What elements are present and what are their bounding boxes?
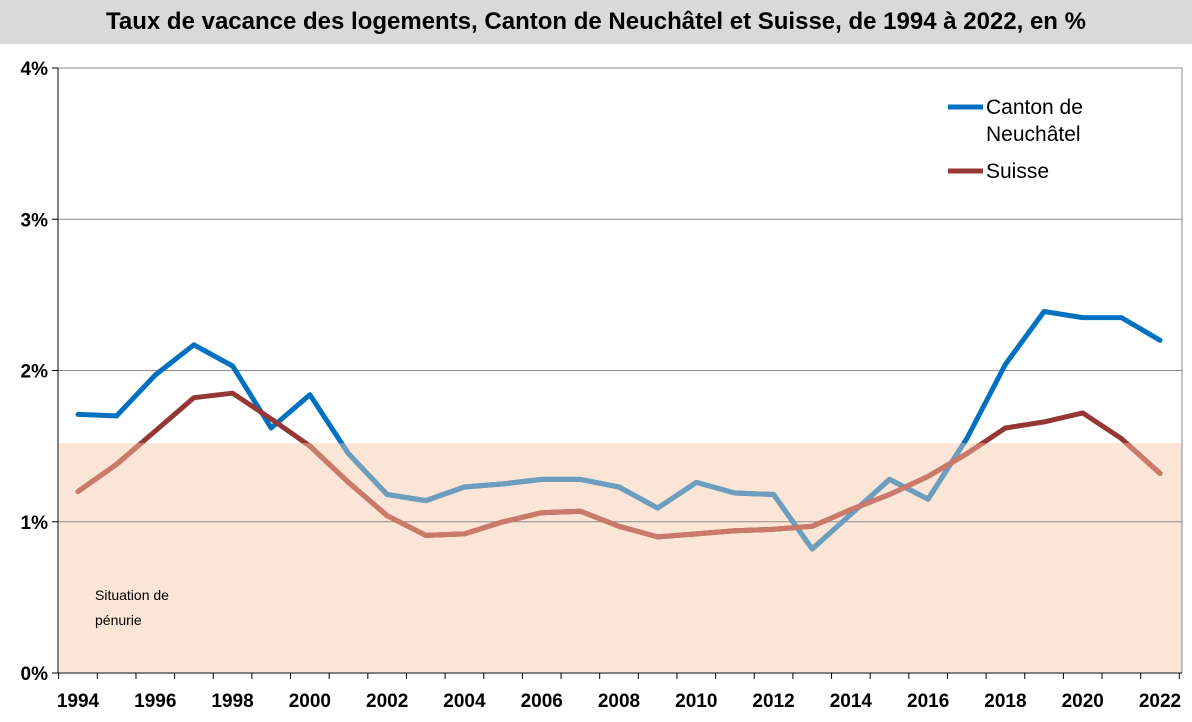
y-tick-label: 1% <box>21 513 49 534</box>
x-tick-label: 2008 <box>598 691 640 712</box>
x-tick-label: 2006 <box>521 691 563 712</box>
grid <box>58 67 1182 523</box>
y-tick-label: 4% <box>21 59 49 80</box>
x-tick-label: 1998 <box>211 691 253 712</box>
y-tick-label: 2% <box>21 362 49 383</box>
legend: Canton de Neuchâtel Suisse <box>948 96 1083 183</box>
x-tick-label: 2020 <box>1062 691 1104 712</box>
x-tick-label: 2010 <box>675 691 717 712</box>
shortage-zone <box>59 443 1182 672</box>
y-tick-label: 3% <box>21 210 49 231</box>
legend-label: Neuchâtel <box>986 123 1081 146</box>
shortage-zone-label-line: pénurie <box>95 612 142 628</box>
series-layer <box>75 309 1163 552</box>
shortage-zone-label-line: Situation de <box>95 587 169 603</box>
x-tick-label: 2012 <box>752 691 794 712</box>
x-tick-label: 2016 <box>907 691 949 712</box>
chart-title: Taux de vacance des logements, Canton de… <box>106 8 1086 35</box>
x-tick-label: 2014 <box>830 691 873 712</box>
x-tick-label: 2022 <box>1139 691 1181 712</box>
axes: 0% 1% 2% 3% 4% 1994 1996 1998 2000 2002 2004 2006 20… <box>21 59 1183 712</box>
title-bar: Taux de vacance des logements, Canton de… <box>0 0 1192 44</box>
x-tick-label: 2000 <box>289 691 331 712</box>
x-tick-label: 2004 <box>443 691 486 712</box>
series-line-in-zone-2 <box>75 443 1163 540</box>
x-tick-label: 2002 <box>366 691 408 712</box>
legend-label: Canton de <box>986 96 1083 119</box>
shortage-zone-label: Situation de pénurie <box>95 587 169 628</box>
legend-label: Suisse <box>986 160 1049 183</box>
x-tick-label: 1994 <box>57 691 100 712</box>
x-tick-label: 2018 <box>984 691 1026 712</box>
x-tick-label: 1996 <box>134 691 176 712</box>
y-tick-label: 0% <box>21 664 49 685</box>
series-line-in-zone-1 <box>338 443 967 552</box>
